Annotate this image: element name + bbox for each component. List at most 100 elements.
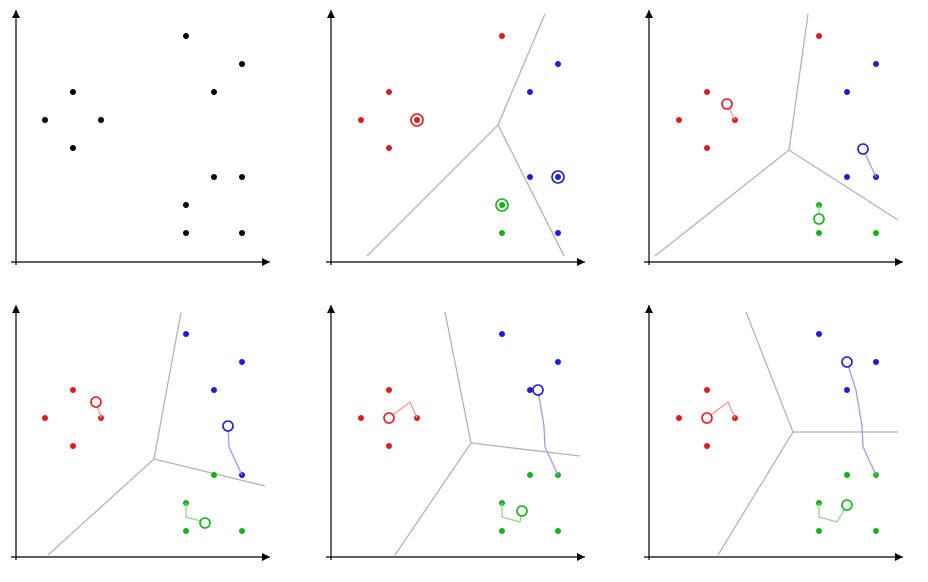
data-point <box>239 528 245 534</box>
data-point <box>211 174 217 180</box>
data-point <box>816 528 822 534</box>
data-point <box>183 528 189 534</box>
data-point <box>386 145 392 151</box>
centroids <box>721 98 869 225</box>
data-point <box>358 117 364 123</box>
data-point <box>183 202 189 208</box>
data-point <box>499 33 505 39</box>
voronoi-boundaries <box>717 311 898 556</box>
data-point <box>873 359 879 365</box>
blue-cluster-points <box>183 331 245 478</box>
data-point <box>816 33 822 39</box>
centroid-red <box>383 412 395 424</box>
data-point <box>704 387 710 393</box>
centroid-green <box>813 213 825 225</box>
green-cluster-points <box>499 472 561 534</box>
data-point <box>70 145 76 151</box>
centroids <box>410 113 565 212</box>
data-point <box>183 230 189 236</box>
data-point <box>211 89 217 95</box>
data-point <box>844 472 850 478</box>
voronoi-boundaries <box>654 13 899 257</box>
centroids <box>90 396 234 529</box>
data-point <box>873 61 879 67</box>
panel-6-converged <box>644 305 903 561</box>
centroid-paths <box>706 361 877 523</box>
data-point <box>42 117 48 123</box>
centroids <box>383 384 544 517</box>
data-point <box>386 443 392 449</box>
data-point <box>555 230 561 236</box>
data-point <box>844 387 850 393</box>
red-cluster-points <box>358 89 420 151</box>
blue-cluster-points <box>816 331 879 393</box>
red-cluster-points <box>42 387 104 449</box>
data-point <box>704 145 710 151</box>
red-cluster-points <box>676 33 822 151</box>
data-point <box>816 331 822 337</box>
data-point <box>704 89 710 95</box>
data-point <box>816 230 822 236</box>
data-point <box>499 202 505 208</box>
centroid-blue <box>222 420 234 432</box>
panel-3-iteration-1 <box>644 10 903 266</box>
data-point <box>555 359 561 365</box>
data-point <box>70 387 76 393</box>
centroid-paths <box>726 103 877 218</box>
blue-cluster-points <box>844 61 879 180</box>
data-point <box>70 443 76 449</box>
data-point <box>239 61 245 67</box>
voronoi-boundaries <box>366 13 565 257</box>
data-point <box>239 359 245 365</box>
voronoi-boundaries <box>47 311 266 556</box>
data-point <box>555 528 561 534</box>
data-point <box>527 387 533 393</box>
data-point <box>873 230 879 236</box>
centroid-green <box>516 505 528 517</box>
centroid-blue <box>841 356 853 368</box>
data-point <box>527 89 533 95</box>
centroid-red <box>90 396 102 408</box>
data-point <box>873 528 879 534</box>
data-point <box>676 415 682 421</box>
centroid-blue <box>857 143 869 155</box>
centroid-paths <box>388 389 559 523</box>
data-point <box>527 472 533 478</box>
data-point <box>239 230 245 236</box>
data-point <box>676 117 682 123</box>
panel-5-iteration-3 <box>326 305 585 561</box>
data-point <box>98 117 104 123</box>
data-point <box>499 528 505 534</box>
data-point <box>386 89 392 95</box>
data-point <box>70 89 76 95</box>
centroid-red <box>721 98 733 110</box>
data-point <box>42 415 48 421</box>
data-point <box>358 415 364 421</box>
data-point <box>414 117 420 123</box>
centroid-red <box>701 412 713 424</box>
centroid-red <box>410 113 424 127</box>
centroid-blue <box>551 170 565 184</box>
centroid-green <box>199 517 211 529</box>
panel-2-initial-centroids <box>326 10 585 266</box>
data-point <box>704 443 710 449</box>
data-points <box>42 33 245 236</box>
data-point <box>555 61 561 67</box>
voronoi-boundaries <box>394 311 581 556</box>
data-point <box>386 387 392 393</box>
data-point <box>183 331 189 337</box>
blue-cluster-points <box>499 331 561 393</box>
data-point <box>844 89 850 95</box>
centroids <box>701 356 853 511</box>
data-point <box>211 472 217 478</box>
data-point <box>555 174 561 180</box>
data-point <box>499 230 505 236</box>
data-point <box>844 174 850 180</box>
green-cluster-points <box>499 202 505 236</box>
green-cluster-points <box>816 202 879 236</box>
red-cluster-points <box>358 387 420 449</box>
centroid-blue <box>532 384 544 396</box>
panel-1-raw-data <box>11 10 270 266</box>
data-point <box>499 331 505 337</box>
